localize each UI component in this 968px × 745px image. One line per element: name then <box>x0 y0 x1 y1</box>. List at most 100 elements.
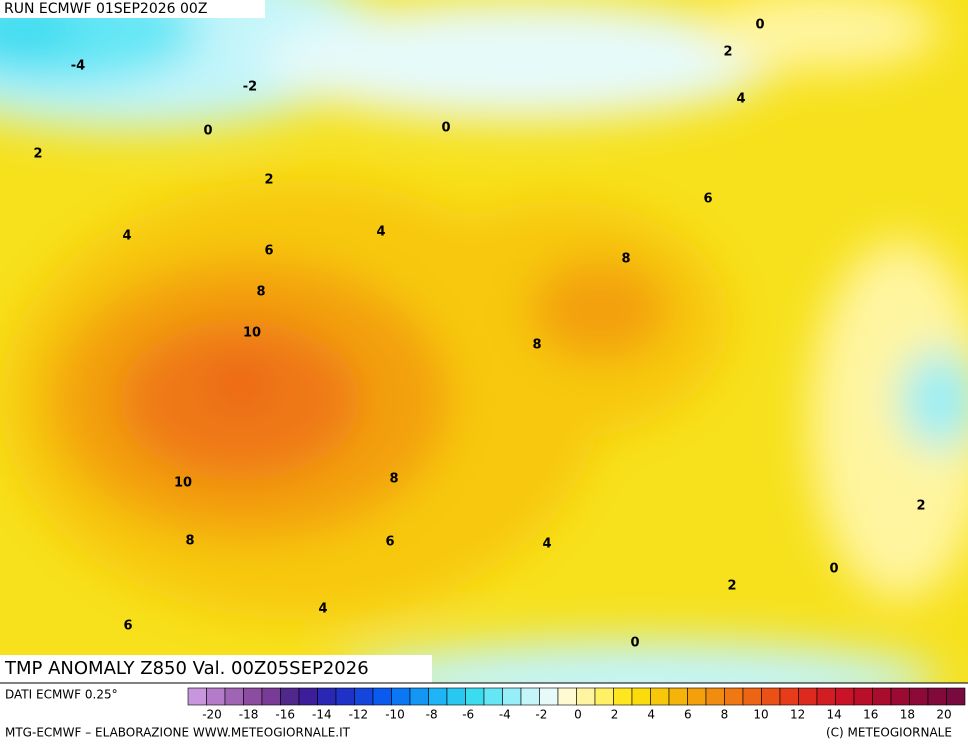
colorbar-swatch <box>187 687 207 706</box>
contour-label: 8 <box>185 534 194 549</box>
contour-label: 8 <box>256 285 265 300</box>
colorbar-swatch <box>816 687 836 706</box>
colorbar-swatch <box>594 687 614 706</box>
contour-label: -2 <box>243 80 257 95</box>
contour-label: 6 <box>385 535 394 550</box>
contour-label: 6 <box>264 244 273 259</box>
colorbar-tick-label: 18 <box>900 708 915 722</box>
colorbar-swatch <box>853 687 873 706</box>
colorbar-swatch <box>465 687 485 706</box>
colorbar-swatch <box>742 687 762 706</box>
colorbar-swatch <box>335 687 355 706</box>
contour-label: 2 <box>723 45 732 60</box>
colorbar-swatch <box>520 687 540 706</box>
colorbar-tick-label: -2 <box>535 708 547 722</box>
colorbar-swatch <box>576 687 596 706</box>
contour-label: 2 <box>916 499 925 514</box>
contour-label: 6 <box>123 619 132 634</box>
colorbar-tick-label: 4 <box>647 708 655 722</box>
contour-label: 10 <box>174 476 192 491</box>
colorbar-swatch <box>872 687 892 706</box>
colorbar-tick-label: -20 <box>202 708 222 722</box>
map-title: TMP ANOMALY Z850 Val. 00Z05SEP2026 <box>4 658 369 679</box>
colorbar-swatch <box>631 687 651 706</box>
colorbar-tick-label: -4 <box>499 708 511 722</box>
colorbar-swatch <box>261 687 281 706</box>
colorbar-swatch <box>927 687 947 706</box>
title-box <box>0 655 432 683</box>
colorbar-tick-label: 14 <box>827 708 842 722</box>
colorbar-tick-label: 2 <box>611 708 619 722</box>
run-label: RUN ECMWF 01SEP2026 00Z <box>4 1 207 17</box>
contour-label: 8 <box>532 338 541 353</box>
colorbar-tick-label: 16 <box>863 708 878 722</box>
contour-label: 2 <box>264 173 273 188</box>
colorbar-tick-label: -14 <box>312 708 332 722</box>
colorbar-swatch <box>206 687 226 706</box>
colorbar: -20 -18 -16 -14 -12 -10 -8 -6 -4 -2 0 2 4 6 8 10 12 14 16 1… <box>187 687 966 722</box>
contour-label: 6 <box>703 192 712 207</box>
contour-label: 4 <box>542 537 551 552</box>
colorbar-swatch <box>668 687 688 706</box>
colorbar-tick-label: 6 <box>684 708 692 722</box>
colorbar-tick-label: 20 <box>936 708 951 722</box>
contour-label: 0 <box>630 636 639 651</box>
colorbar-tick-label: 10 <box>753 708 768 722</box>
contour-label: 8 <box>389 472 398 487</box>
colorbar-swatch <box>946 687 966 706</box>
contour-label: 4 <box>376 225 385 240</box>
colorbar-swatch <box>354 687 374 706</box>
colorbar-swatch <box>798 687 818 706</box>
contour-label: 0 <box>755 18 764 33</box>
credits: MTG-ECMWF – ELABORAZIONE WWW.METEOGIORNA… <box>5 726 351 740</box>
colorbar-tick-label: -8 <box>426 708 438 722</box>
colorbar-swatch <box>391 687 411 706</box>
colorbar-swatch <box>446 687 466 706</box>
contour-label: 4 <box>736 92 745 107</box>
colorbar-swatch <box>298 687 318 706</box>
colorbar-swatch <box>613 687 633 706</box>
data-source: DATI ECMWF 0.25° <box>5 688 118 702</box>
copyright: (C) METEOGIORNALE <box>826 726 952 740</box>
contour-label: 10 <box>243 326 261 341</box>
contour-label: 4 <box>318 602 327 617</box>
contour-label: 0 <box>829 562 838 577</box>
run-box <box>0 0 265 18</box>
colorbar-tick-label: -16 <box>275 708 295 722</box>
colorbar-tick-label: -6 <box>462 708 474 722</box>
colorbar-swatch <box>317 687 337 706</box>
colorbar-tick-label: -10 <box>385 708 405 722</box>
colorbar-swatch <box>705 687 725 706</box>
contour-label: 2 <box>727 579 736 594</box>
colorbar-swatch <box>835 687 855 706</box>
colorbar-swatch <box>409 687 429 706</box>
colorbar-swatch <box>539 687 559 706</box>
map <box>0 0 968 683</box>
colorbar-swatch <box>372 687 392 706</box>
colorbar-swatch <box>502 687 522 706</box>
colorbar-tick-label: 0 <box>574 708 582 722</box>
colorbar-swatch <box>280 687 300 706</box>
colorbar-tick-label: 12 <box>790 708 805 722</box>
colorbar-swatch <box>224 687 244 706</box>
colorbar-tick-label: 8 <box>721 708 729 722</box>
contour-labels: -4 -2 0 0 0 2 4 2 2 6 4 4 6 8 8 10 8 10 … <box>33 18 925 651</box>
colorbar-swatch <box>687 687 707 706</box>
colorbar-swatch <box>557 687 577 706</box>
contour-label: 4 <box>122 229 131 244</box>
colorbar-swatch <box>761 687 781 706</box>
colorbar-swatch <box>779 687 799 706</box>
colorbar-swatch <box>909 687 929 706</box>
colorbar-swatch <box>243 687 263 706</box>
contour-label: 8 <box>621 252 630 267</box>
colorbar-swatch <box>650 687 670 706</box>
colorbar-tick-label: -18 <box>239 708 259 722</box>
contour-label: 0 <box>203 124 212 139</box>
colorbar-swatch <box>890 687 910 706</box>
contour-label: 2 <box>33 147 42 162</box>
colorbar-tick-label: -12 <box>349 708 369 722</box>
colorbar-swatch <box>428 687 448 706</box>
colorbar-swatch <box>483 687 503 706</box>
contour-label: 0 <box>441 121 450 136</box>
